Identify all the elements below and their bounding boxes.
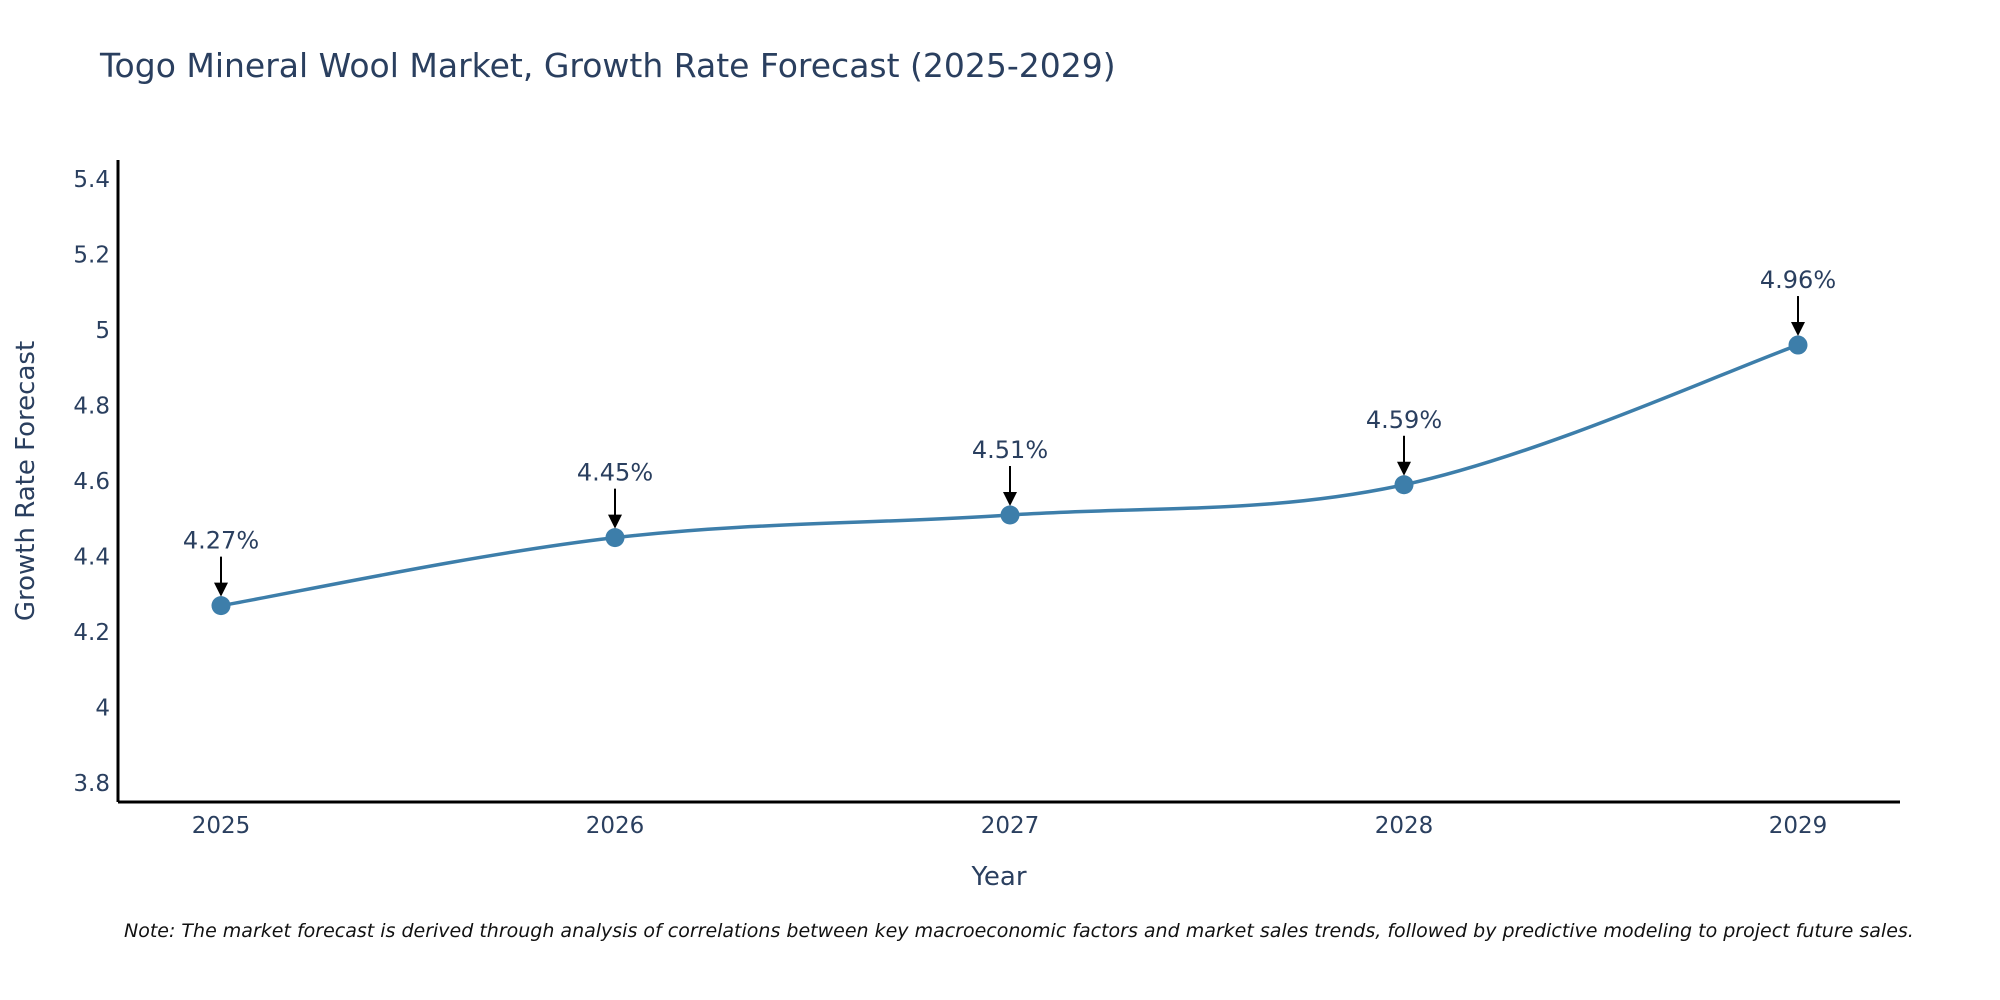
- x-axis-label: Year: [970, 862, 1026, 892]
- data-label: 4.45%: [577, 459, 653, 487]
- annotation-arrow-head: [608, 514, 622, 529]
- chart-title: Togo Mineral Wool Market, Growth Rate Fo…: [100, 46, 1116, 85]
- data-point: [1000, 505, 1020, 525]
- annotation-arrow-head: [1791, 322, 1805, 337]
- y-tick-label: 4: [95, 696, 110, 722]
- x-tick-label: 2025: [192, 813, 251, 839]
- data-label: 4.51%: [972, 436, 1048, 464]
- y-tick-label: 4.8: [73, 393, 110, 419]
- x-axis-ticks: 2025 2026 2027 2028 2029: [192, 813, 1828, 839]
- y-tick-label: 4.2: [73, 620, 110, 646]
- y-axis-label: Growth Rate Forecast: [11, 341, 41, 621]
- y-tick-label: 4.6: [73, 469, 110, 495]
- y-tick-label: 5.2: [73, 242, 110, 268]
- footnote: Note: The market forecast is derived thr…: [124, 920, 1914, 942]
- data-label: 4.59%: [1366, 406, 1442, 434]
- data-points: [211, 335, 1808, 616]
- x-tick-label: 2028: [1375, 813, 1434, 839]
- data-point: [211, 596, 231, 616]
- data-label: 4.96%: [1760, 266, 1836, 294]
- y-tick-label: 5: [95, 318, 110, 344]
- annotation-arrow-head: [1003, 491, 1017, 506]
- annotation-arrow-head: [1397, 461, 1411, 476]
- x-tick-label: 2029: [1769, 813, 1828, 839]
- x-tick-label: 2026: [586, 813, 645, 839]
- data-point: [1788, 335, 1808, 355]
- y-tick-label: 3.8: [73, 771, 110, 797]
- data-point: [605, 528, 625, 548]
- data-annotations: 4.27% 4.45% 4.51% 4.59% 4.96%: [183, 266, 1836, 597]
- y-axis-ticks: 3.8 4 4.2 4.4 4.6 4.8 5 5.2 5.4: [73, 167, 110, 797]
- y-tick-label: 5.4: [73, 167, 110, 193]
- y-tick-label: 4.4: [73, 545, 110, 571]
- data-label: 4.27%: [183, 527, 259, 555]
- annotation-arrow-head: [214, 582, 228, 597]
- x-tick-label: 2027: [981, 813, 1040, 839]
- data-point: [1394, 475, 1414, 495]
